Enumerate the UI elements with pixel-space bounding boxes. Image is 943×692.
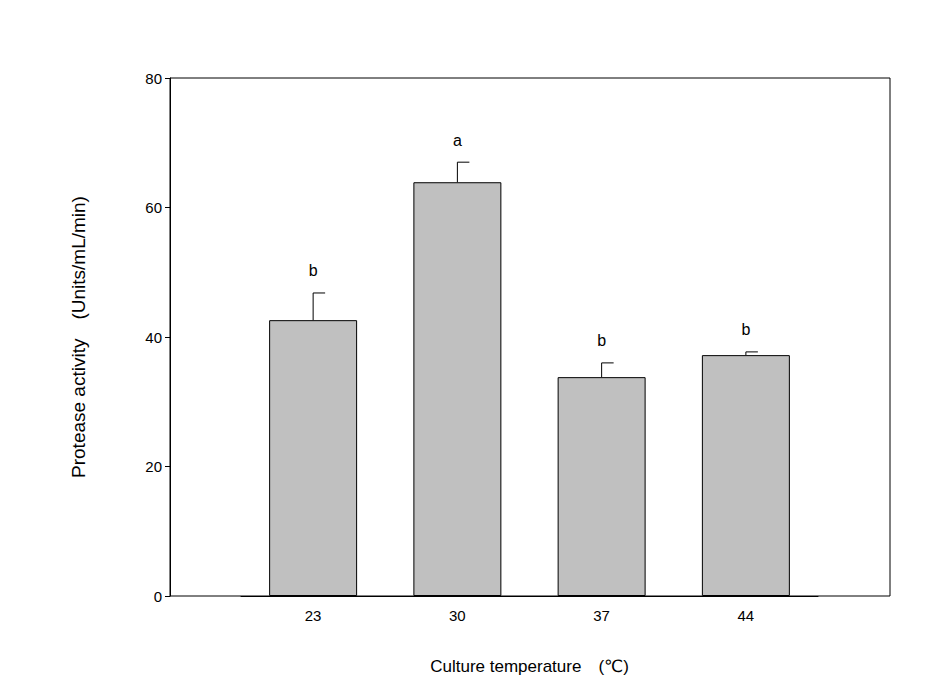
svg-text:44: 44 [738, 607, 755, 624]
svg-text:Culture temperature (℃): Culture temperature (℃) [430, 657, 629, 676]
svg-text:0: 0 [154, 588, 162, 605]
svg-text:40: 40 [145, 329, 162, 346]
svg-text:b: b [741, 321, 750, 338]
svg-text:20: 20 [145, 458, 162, 475]
svg-text:30: 30 [449, 607, 466, 624]
svg-text:60: 60 [145, 199, 162, 216]
svg-text:b: b [309, 262, 318, 279]
svg-text:b: b [597, 332, 606, 349]
svg-text:80: 80 [145, 70, 162, 87]
svg-text:a: a [453, 132, 462, 149]
svg-text:37: 37 [593, 607, 610, 624]
svg-text:Protease activity (Units/mL/mi: Protease activity (Units/mL/min) [68, 196, 89, 478]
svg-text:23: 23 [305, 607, 322, 624]
